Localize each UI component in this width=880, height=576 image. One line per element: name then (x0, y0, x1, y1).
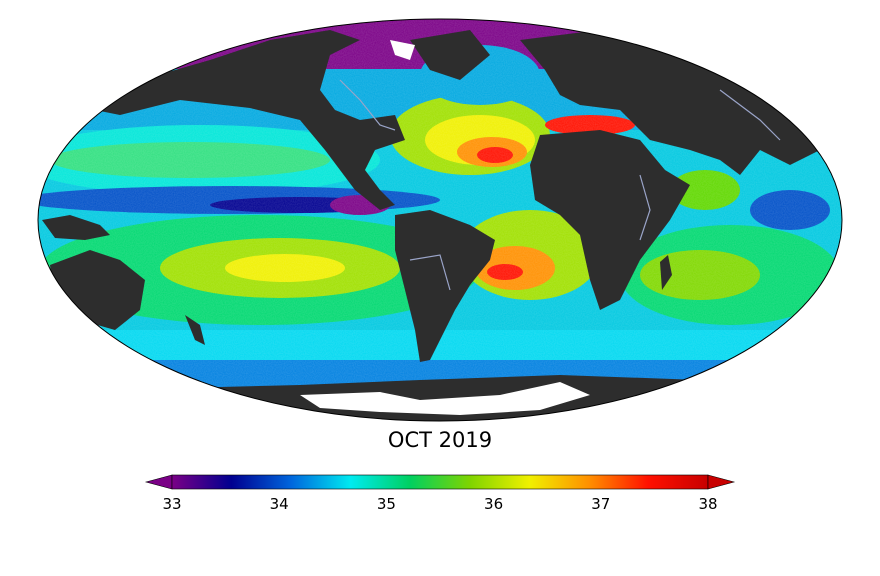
colorbar (144, 474, 736, 490)
land-north-america (95, 30, 405, 210)
land-south-america (395, 210, 495, 362)
map-title: OCT 2019 (387, 428, 493, 452)
colorbar-tick-label: 34 (269, 495, 289, 513)
salinity-map (37, 18, 843, 422)
land-new-zealand (185, 315, 205, 345)
colorbar-tick-label: 37 (591, 495, 611, 513)
colorbar-tick-label: 35 (376, 495, 396, 513)
colorbar-extend-high (707, 474, 736, 490)
land-greenland (410, 30, 490, 80)
globe-outline (37, 18, 843, 422)
colorbar-tick-label: 38 (698, 495, 718, 513)
rivers (339, 79, 781, 291)
colorbar-bar (171, 474, 709, 490)
land-africa (530, 130, 690, 310)
land-madagascar (660, 255, 672, 290)
land-indonesia (42, 215, 110, 240)
colorbar-extend-low (144, 474, 173, 490)
colorbar-tick-label: 33 (162, 495, 182, 513)
missing-data (300, 40, 590, 415)
colorbar-tick-label: 36 (484, 495, 504, 513)
